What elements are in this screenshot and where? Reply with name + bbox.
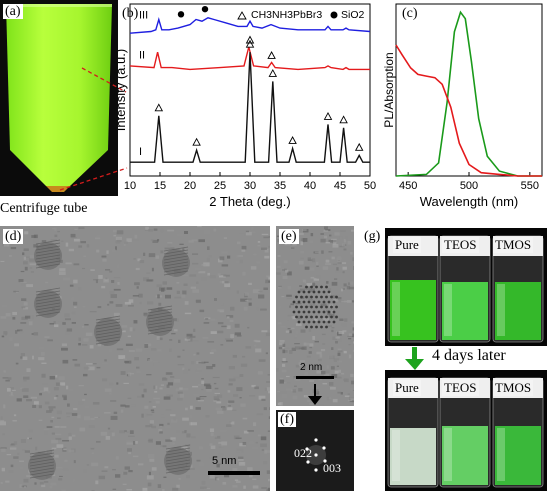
time-label: 4 days later (432, 347, 506, 364)
panel-label-e: (e) (279, 229, 299, 244)
panel-label-f: (f) (278, 412, 296, 427)
vial-label-top-2: TEOS (442, 237, 479, 253)
xrd-x-axis-label: 2 Theta (deg.) (209, 194, 290, 209)
scale-bar-e-label: 2 nm (300, 362, 323, 373)
fft-spot (322, 446, 326, 450)
vial-liquid (390, 428, 436, 485)
fft-spot (306, 460, 310, 464)
pl-x-tick-label: 550 (521, 180, 539, 192)
tube-sediment (46, 186, 70, 192)
vial-liquid (495, 282, 541, 340)
xrd-perovskite-marker (268, 68, 278, 77)
fft-spot (305, 447, 309, 451)
xrd-sio2-marker (201, 5, 209, 13)
fft-spot (323, 459, 327, 463)
xrd-x-tick-label: 15 (154, 180, 166, 192)
lattice-fringes (292, 285, 338, 329)
vial-liquid (442, 426, 488, 485)
xrd-curve-label: III (139, 10, 148, 22)
xrd-x-tick-label: 50 (364, 180, 376, 192)
pl-series-pl (395, 10, 542, 177)
xrd-perovskite-marker (323, 111, 333, 120)
xrd-x-tick-label: 10 (124, 180, 136, 192)
xrd-x-tick-label: 35 (274, 180, 286, 192)
fft-pattern (305, 438, 327, 472)
xrd-perovskite-marker (192, 137, 201, 146)
hrtem-image (276, 226, 354, 406)
panel-f: (f) 022 003 (276, 410, 354, 491)
xrd-perovskite-marker (288, 136, 297, 144)
pl-plot-frame (395, 3, 543, 177)
xrd-x-tick-label: 20 (184, 180, 196, 192)
vial-label-bottom-3: TMOS (493, 380, 534, 396)
panel-g: (g) 4 days later Pure TEOS TMOS Pure TEO… (360, 226, 547, 491)
legend-sio2-label: SiO2 (341, 9, 365, 21)
tube-caption: Centrifuge tube (0, 201, 88, 216)
panel-label-b: (b) (122, 6, 139, 21)
xrd-series-I (130, 52, 370, 163)
panel-label-a: (a) (3, 4, 23, 19)
legend-perovskite-label: CH3NH3PbBr3 (251, 9, 322, 21)
xrd-perovskite-marker (267, 51, 276, 59)
xrd-x-tick-label: 45 (334, 180, 346, 192)
xrd-x-tick-label: 25 (214, 180, 226, 192)
panel-label-d: (d) (3, 229, 24, 244)
xrd-perovskite-marker (245, 39, 255, 48)
vial-liquid (442, 282, 488, 340)
fft-index-2: 003 (323, 461, 341, 475)
xrd-series-III (129, 16, 371, 34)
fft-spot (314, 468, 318, 472)
tem-overview-image (0, 226, 270, 491)
xrd-perovskite-marker (245, 35, 255, 44)
xrd-x-tick-label: 30 (244, 180, 256, 192)
tube-body (6, 4, 112, 186)
xrd-x-tick-label: 40 (304, 180, 316, 192)
vial-liquid (390, 280, 436, 340)
panel-b: 10 15 20 25 30 35 40 45 50 2 Theta (deg.) Intensit… (118, 0, 380, 220)
xrd-curve-label: I (139, 146, 142, 158)
panel-a: (a) (0, 0, 118, 196)
panel-label-g: (g) (362, 229, 383, 244)
scale-bar-e-line (296, 376, 334, 379)
centrifuge-tube-photo (6, 4, 112, 192)
fft-spot (314, 438, 318, 442)
panel-c: 450 500 550 Wavelength (nm) PL/Absorption (c… (380, 0, 547, 220)
xrd-y-axis-label: Intensity (a.u.) (118, 49, 128, 131)
arrow-e-to-f (314, 384, 316, 398)
scale-bar-d-line (208, 471, 260, 475)
panel-label-c: (c) (402, 6, 418, 21)
vial-liquid (495, 426, 541, 485)
pl-y-axis-label: PL/Absorption (382, 52, 396, 127)
fft-index-1: 022 (294, 446, 312, 460)
legend-circle-icon (330, 11, 338, 19)
vial-label-top-1: Pure (393, 237, 421, 253)
legend-triangle-icon (237, 11, 247, 20)
fft-spot (314, 453, 318, 457)
xrd-series-II (129, 46, 370, 71)
pl-series-absorption (395, 44, 542, 177)
xrd-perovskite-marker (154, 103, 164, 112)
panel-d: (d) 5 nm (0, 226, 270, 491)
pl-x-tick-label: 450 (399, 180, 417, 192)
vial-label-top-3: TMOS (493, 237, 534, 253)
vial-label-bottom-1: Pure (393, 380, 421, 396)
xrd-curve-label: II (139, 49, 145, 61)
scale-bar-d-label: 5 nm (212, 455, 237, 467)
pl-x-tick-label: 500 (460, 180, 478, 192)
down-arrow (412, 347, 417, 361)
xrd-sio2-marker (177, 11, 185, 18)
xrd-perovskite-marker (339, 115, 348, 124)
pl-x-axis-label: Wavelength (nm) (420, 194, 519, 209)
panel-e: (e) 2 nm (276, 226, 354, 406)
xrd-perovskite-marker (354, 142, 364, 151)
vial-label-bottom-2: TEOS (442, 380, 479, 396)
xrd-chart: 10 15 20 25 30 35 40 45 50 2 Theta (deg.) Intensit… (118, 3, 376, 209)
